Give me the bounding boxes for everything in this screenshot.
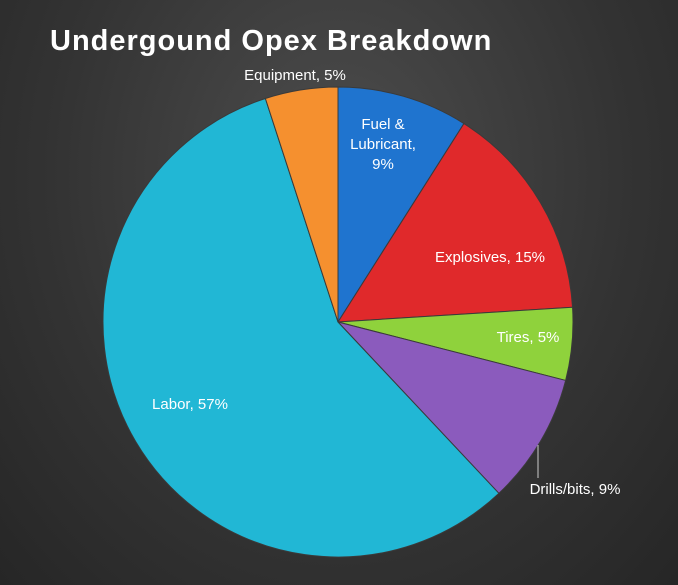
pie-slice	[264, 86, 339, 323]
data-label: Labor, 57%	[152, 396, 228, 413]
chart-title: Undergound Opex Breakdown	[50, 25, 492, 57]
data-label: Explosives, 15%	[434, 249, 546, 266]
data-label: Tires, 5%	[496, 329, 560, 346]
pie-slice	[337, 122, 574, 323]
data-label: Drills/bits, 9%	[529, 481, 621, 498]
data-label: Fuel & Lubricant, 9%	[350, 116, 416, 173]
pie-slice	[336, 321, 567, 495]
pie-slice	[102, 97, 500, 558]
data-label: Equipment, 5%	[244, 67, 346, 84]
pie-slice	[337, 86, 465, 324]
